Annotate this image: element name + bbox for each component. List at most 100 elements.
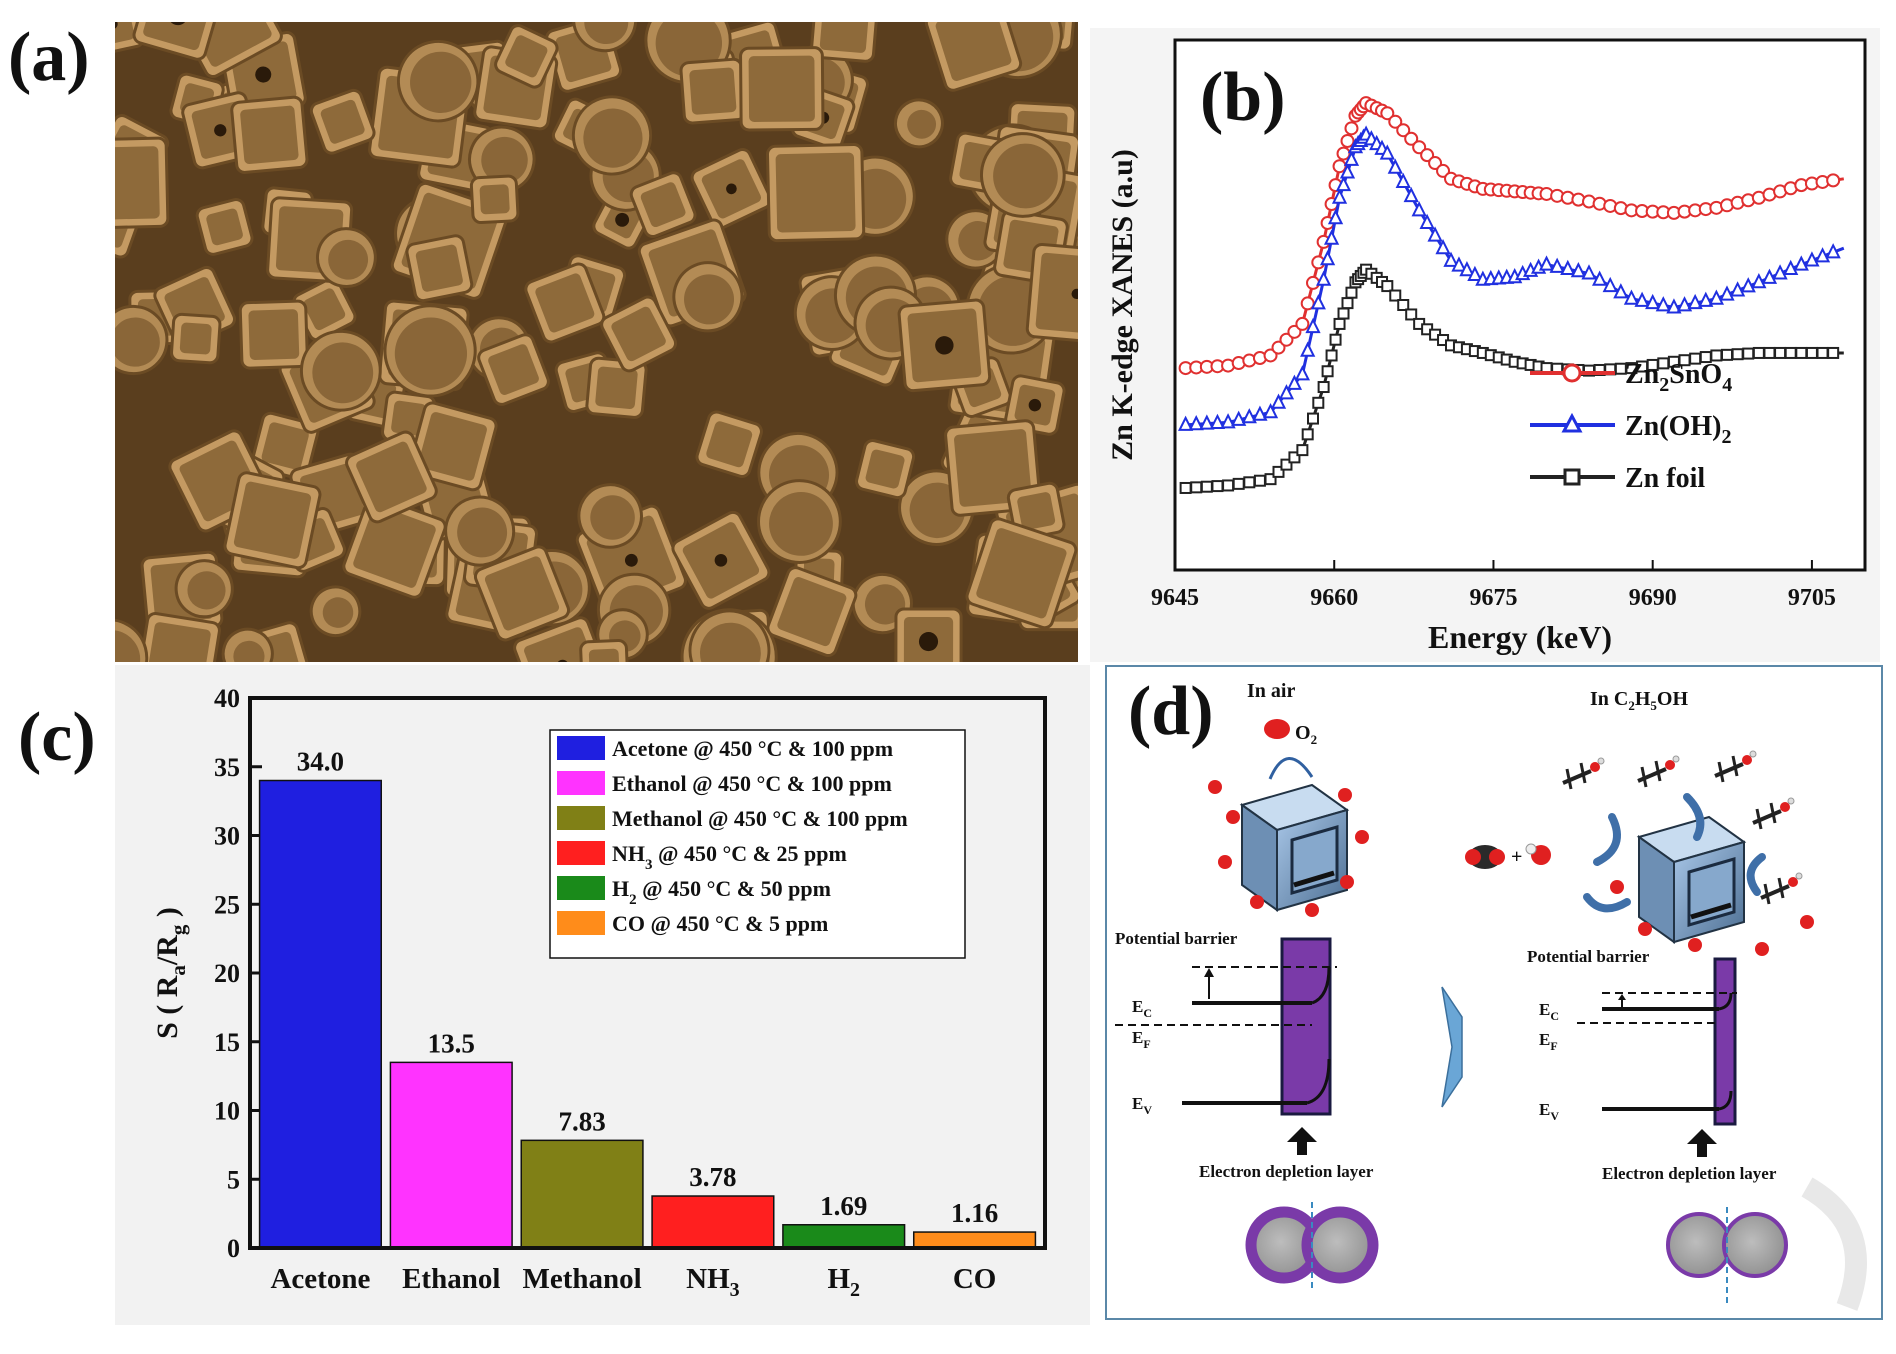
oxygen-ion-dot bbox=[1218, 855, 1232, 869]
sensitivity-bar bbox=[782, 1224, 906, 1249]
sensitivity-bar bbox=[258, 779, 383, 1249]
xanes-data-point bbox=[1341, 297, 1354, 310]
xanes-data-point bbox=[1403, 186, 1419, 203]
oxygen-ion-dot bbox=[1610, 880, 1624, 894]
sensitivity-legend-label: CO @ 450 °C & 5 ppm bbox=[612, 911, 828, 936]
xanes-data-point bbox=[1211, 480, 1224, 493]
sensitivity-bar bbox=[389, 1061, 513, 1249]
xanes-data-point bbox=[1761, 268, 1778, 284]
sem-particle bbox=[671, 510, 771, 610]
oxygen-ion-dot bbox=[1688, 938, 1702, 952]
right-depletion-label: Electron depletion layer bbox=[1602, 1164, 1777, 1183]
sem-particle bbox=[855, 439, 916, 500]
xanes-plot-frame bbox=[1173, 38, 1867, 572]
xanes-data-point bbox=[1774, 346, 1787, 359]
sem-particle bbox=[629, 171, 697, 239]
xanes-data-point bbox=[1381, 280, 1394, 293]
xanes-data-point bbox=[1306, 275, 1320, 290]
sem-particle bbox=[579, 639, 630, 662]
xanes-data-point bbox=[1295, 316, 1310, 331]
sem-particle bbox=[585, 356, 648, 419]
sensitivity-y-tick-label: 10 bbox=[214, 1097, 240, 1126]
xanes-data-point bbox=[1286, 374, 1303, 390]
xanes-data-point bbox=[1814, 247, 1831, 263]
reaction-arrow-icon bbox=[1746, 853, 1766, 896]
xanes-x-tick-label: 9675 bbox=[1469, 585, 1517, 611]
sensitivity-category-label: Acetone bbox=[270, 1263, 370, 1295]
sem-particle bbox=[688, 609, 771, 662]
xanes-data-point bbox=[1332, 159, 1347, 174]
xanes-data-point bbox=[1560, 259, 1576, 276]
xanes-legend-marker bbox=[1563, 468, 1581, 486]
sem-micrograph bbox=[115, 22, 1078, 662]
xanes-data-point bbox=[1427, 226, 1443, 242]
xanes-y-axis-label: Zn K-edge XANES (a.u) bbox=[1106, 149, 1139, 461]
sem-particle bbox=[238, 299, 309, 370]
sensitivity-bar-value-label: 3.78 bbox=[689, 1162, 736, 1192]
xanes-data-point bbox=[1698, 291, 1714, 307]
xanes-data-point bbox=[1387, 158, 1403, 174]
sensitivity-y-tick-label: 25 bbox=[214, 890, 240, 919]
sem-particle bbox=[115, 22, 145, 57]
xanes-data-point bbox=[1190, 481, 1203, 494]
sensitivity-y-tick-label: 0 bbox=[227, 1234, 240, 1263]
oxygen-ion-dot bbox=[1338, 788, 1352, 802]
ethanol-molecule-icon bbox=[1562, 757, 1605, 790]
xanes-data-point bbox=[1312, 396, 1325, 409]
sem-particle bbox=[695, 410, 763, 478]
sensitivity-legend-label: NH3 @ 450 °C & 25 ppm bbox=[612, 841, 847, 873]
sem-particle bbox=[309, 88, 376, 155]
xanes-data-point bbox=[1325, 349, 1338, 362]
sensitivity-bar-value-label: 1.69 bbox=[820, 1191, 867, 1221]
panel-label-b: (b) bbox=[1200, 59, 1286, 136]
xanes-data-point bbox=[1252, 405, 1268, 421]
xanes-data-point bbox=[1763, 346, 1776, 359]
sem-particle bbox=[309, 585, 362, 638]
xanes-data-point bbox=[1451, 256, 1467, 272]
sem-particle bbox=[739, 46, 825, 132]
xanes-data-point bbox=[1323, 229, 1340, 245]
sem-particle bbox=[469, 174, 520, 225]
sem-particle bbox=[571, 95, 653, 176]
adsorption-arrow-icon bbox=[1268, 757, 1314, 780]
xanes-data-point bbox=[1570, 262, 1587, 278]
xanes-data-point bbox=[1405, 308, 1418, 321]
xanes-x-tick-label: 9660 bbox=[1310, 585, 1358, 611]
oxygen-ion-dot bbox=[1800, 915, 1814, 929]
sem-particle bbox=[894, 607, 963, 662]
sensitivity-plot-frame bbox=[248, 696, 1047, 1250]
sem-particle bbox=[115, 618, 149, 662]
oxygen-ion-dot bbox=[1638, 922, 1652, 936]
sensitivity-plot: S ( Ra/Rg ) 0 5 10 15 20 25 30 35 40 34.0 13.5 7.8… bbox=[151, 684, 1047, 1301]
sensitivity-legend-label: Methanol @ 450 °C & 100 ppm bbox=[612, 806, 908, 831]
xanes-data-point bbox=[1719, 285, 1735, 301]
xanes-data-point bbox=[1380, 106, 1395, 121]
sem-particle bbox=[299, 329, 382, 412]
right-ev-label: EV bbox=[1539, 1100, 1559, 1123]
xanes-data-point bbox=[1538, 255, 1555, 271]
xanes-data-point bbox=[1241, 408, 1257, 424]
sensitivity-category-label: H2 bbox=[827, 1263, 860, 1301]
sem-particle bbox=[572, 22, 638, 53]
sensitivity-y-tick-label: 30 bbox=[214, 822, 240, 851]
sem-particle bbox=[115, 304, 169, 376]
xanes-data-point bbox=[1389, 289, 1402, 302]
xanes-data-point bbox=[1209, 413, 1226, 429]
xanes-data-point bbox=[1708, 289, 1725, 305]
xanes-data-point bbox=[1232, 477, 1245, 490]
svg-text:+: + bbox=[1511, 846, 1522, 868]
reaction-arrow-icon bbox=[1593, 813, 1621, 866]
oxygen-ion-dot bbox=[1755, 942, 1769, 956]
xanes-data-point bbox=[1296, 444, 1309, 457]
xanes-data-point bbox=[1804, 251, 1820, 267]
sem-particle bbox=[600, 295, 678, 373]
xanes-data-point bbox=[1220, 413, 1236, 429]
xanes-chart: Zn K-edge XANES (a.u) Energy (keV) 9645 9… bbox=[1090, 28, 1880, 662]
xanes-data-point bbox=[1300, 341, 1316, 357]
xanes-data-point bbox=[1344, 121, 1359, 136]
ethanol-molecule-icon bbox=[1760, 872, 1803, 905]
sensitivity-legend-swatch bbox=[557, 771, 605, 795]
xanes-data-point bbox=[1793, 255, 1809, 271]
sensitivity-bar-value-label: 7.83 bbox=[558, 1106, 605, 1136]
sensitivity-legend-swatch bbox=[557, 736, 605, 760]
